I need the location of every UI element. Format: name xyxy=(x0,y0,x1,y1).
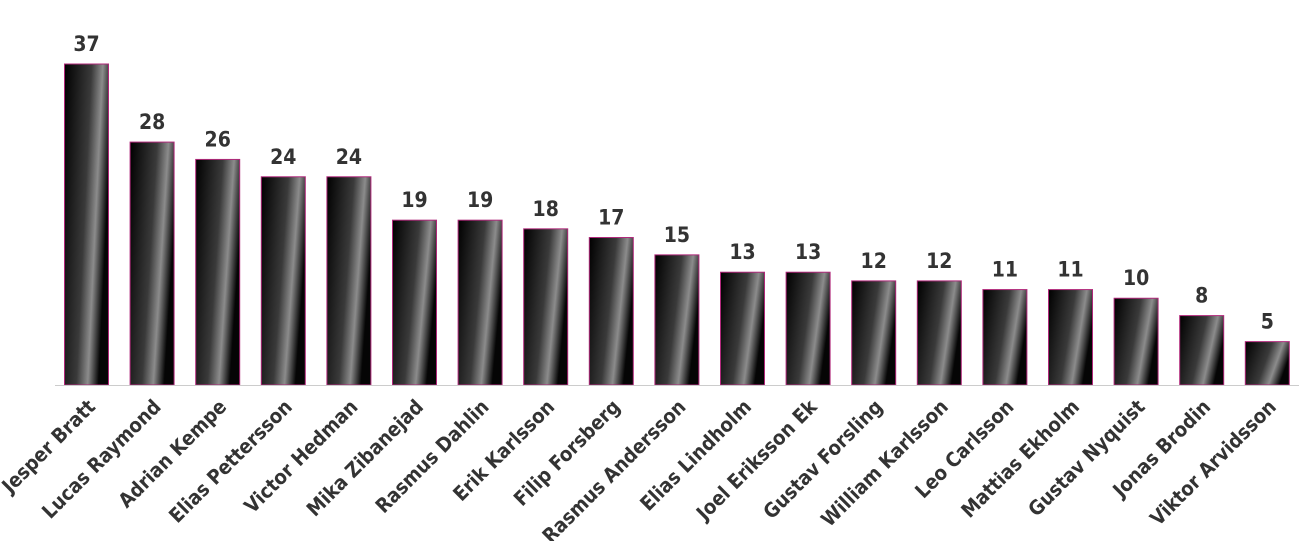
bar xyxy=(785,271,831,386)
bar xyxy=(523,228,569,386)
bar xyxy=(1179,315,1225,386)
bar-value-label: 24 xyxy=(336,145,362,169)
bar-value-label: 12 xyxy=(861,249,887,273)
bar xyxy=(982,289,1028,386)
bar-value-label: 19 xyxy=(467,188,493,212)
bar xyxy=(588,237,634,386)
x-tick-label: Victor Hedman xyxy=(239,395,362,518)
bar-value-label: 13 xyxy=(729,240,755,264)
bar-value-label: 12 xyxy=(926,249,952,273)
bar-value-label: 11 xyxy=(992,258,1018,282)
x-tick-label: Mika Zibanejad xyxy=(302,395,428,521)
bar xyxy=(720,271,765,386)
x-tick-label: Gustav Nyquist xyxy=(1023,394,1150,521)
x-tick-label: Lucas Raymond xyxy=(37,395,166,524)
x-tick-label: Rasmus Dahlin xyxy=(370,395,493,518)
bar xyxy=(129,141,175,386)
x-tick-label: Mattias Ekholm xyxy=(956,395,1084,523)
bar xyxy=(326,176,372,386)
x-tick-label: Gustav Forsling xyxy=(758,395,887,524)
bar-value-label: 13 xyxy=(795,240,821,264)
bar-value-label: 17 xyxy=(598,206,624,230)
bar xyxy=(195,158,241,386)
bar-value-label: 24 xyxy=(270,145,296,169)
bar-value-label: 19 xyxy=(401,188,427,212)
bar-value-label: 8 xyxy=(1195,284,1208,308)
x-tick-label: Elias Lindholm xyxy=(635,395,756,516)
bar xyxy=(1113,297,1159,386)
bar xyxy=(457,219,503,386)
bar xyxy=(1048,289,1093,386)
bar-value-label: 28 xyxy=(139,110,165,134)
x-tick-label: Elias Pettersson xyxy=(164,395,297,528)
bar xyxy=(260,176,306,386)
bar-value-label: 10 xyxy=(1123,266,1149,290)
bar xyxy=(654,254,700,386)
value-labels-group: 37 28 26 24 24 19 19 18 17 15 13 13 12 12 11 11 10 8 5 xyxy=(73,32,1274,334)
bar xyxy=(851,280,897,386)
bar-value-label: 11 xyxy=(1057,258,1083,282)
bar-value-label: 18 xyxy=(533,197,559,221)
bar-value-label: 26 xyxy=(205,127,231,151)
x-tick-label: Viktor Arvidsson xyxy=(1145,395,1281,531)
bar-value-label: 5 xyxy=(1261,310,1274,334)
bar-value-label: 37 xyxy=(73,32,99,56)
bars-group xyxy=(64,63,1290,386)
x-tick-label: Joel Eriksson Ek xyxy=(691,394,823,526)
bar xyxy=(64,63,109,386)
bar xyxy=(916,280,962,386)
bar xyxy=(1244,341,1290,386)
bar xyxy=(392,219,437,386)
bar-value-label: 15 xyxy=(664,223,690,247)
